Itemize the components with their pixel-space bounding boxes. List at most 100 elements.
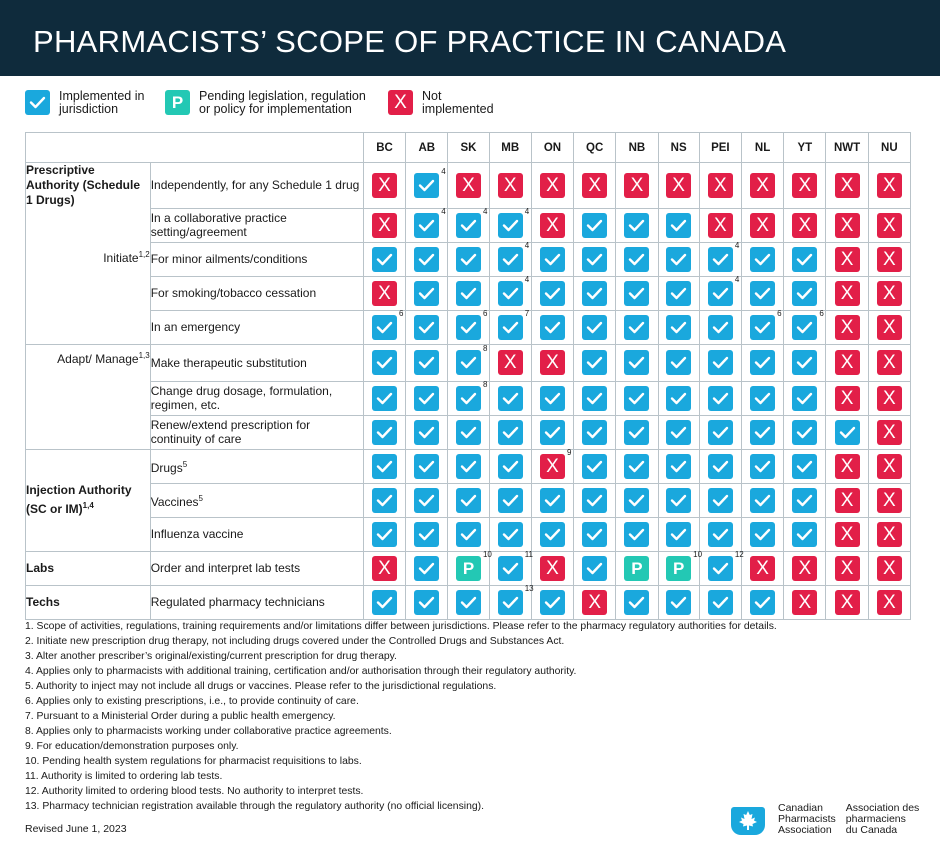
table-row: Influenza vaccine X X: [26, 516, 912, 552]
cell-sk: [447, 482, 490, 518]
status-cell: [624, 246, 650, 272]
cell-mb: [488, 516, 532, 552]
status-cell: X: [834, 555, 860, 581]
row-description-text: For minor ailments/conditions: [150, 252, 308, 266]
category-cell: Prescriptive Authority (Schedule 1 Drugs…: [25, 162, 151, 208]
status-cell: [455, 487, 481, 513]
status-cell: [582, 453, 608, 479]
check-icon: [707, 589, 733, 615]
cell-nb: [615, 207, 659, 243]
x-symbol: X: [883, 489, 896, 511]
status-cell: [582, 419, 608, 445]
cell-nwt: X: [825, 309, 869, 345]
row-description: Make therapeutic substitution: [149, 343, 364, 382]
x-icon: X: [539, 350, 565, 375]
check-icon: [539, 246, 565, 272]
jurisdiction-header-bc: BC: [362, 132, 407, 163]
check-icon: [582, 350, 608, 375]
x-symbol: X: [756, 214, 769, 236]
revised-date: Revised June 1, 2023: [25, 823, 127, 835]
check-icon: [497, 246, 523, 272]
check-icon: [834, 419, 860, 445]
check-icon: [750, 487, 776, 513]
check-icon: [455, 212, 481, 238]
cell-nb: [615, 414, 659, 450]
check-icon: [624, 521, 650, 547]
cell-nwt: X: [825, 207, 869, 243]
x-icon: X: [876, 246, 902, 272]
status-cell: X: [876, 521, 902, 547]
row-description-text: Make therapeutic substitution: [150, 355, 307, 370]
cell-bc: [362, 380, 407, 416]
status-cell: X: [834, 589, 860, 615]
cell-nb: [615, 448, 659, 484]
footnote-marker: 6: [482, 308, 488, 318]
cell-bc: X: [362, 275, 407, 311]
x-symbol: X: [883, 248, 896, 270]
cell-pei: 4: [698, 241, 742, 277]
x-symbol: X: [883, 455, 896, 477]
x-symbol: X: [630, 174, 644, 196]
cell-ns: [657, 414, 700, 450]
status-cell: [666, 487, 692, 513]
cell-mb: [488, 482, 532, 518]
check-icon: [497, 521, 523, 547]
row-description: Drugs5: [149, 448, 364, 484]
status-cell: [414, 246, 440, 272]
cell-on: [530, 482, 575, 518]
cell-nwt: X: [825, 584, 869, 620]
status-cell: 4: [497, 275, 529, 306]
cell-nb: [615, 516, 659, 552]
check-icon: [582, 521, 608, 547]
footnote-marker: 7: [524, 308, 530, 318]
x-symbol: X: [756, 174, 769, 196]
x-symbol: X: [756, 557, 769, 579]
status-cell: X: [834, 453, 860, 479]
subcategory-sup: 1,2: [138, 250, 150, 259]
status-cell: [455, 453, 481, 479]
subcategory-label: Initiate: [103, 251, 139, 265]
status-cell: X: [372, 212, 398, 238]
check-icon: [666, 589, 692, 615]
x-symbol: X: [840, 489, 854, 511]
status-cell: [497, 419, 523, 445]
cell-yt: X: [783, 207, 827, 243]
x-icon: X: [372, 212, 398, 238]
status-cell: 6: [455, 309, 487, 340]
cell-nwt: [825, 414, 869, 450]
footnote-item: 10. Pending health system regulations fo…: [25, 756, 362, 767]
cell-nl: [740, 275, 785, 311]
cell-nb: [615, 380, 659, 416]
check-icon: [414, 350, 440, 375]
status-cell: [372, 487, 398, 513]
cell-pei: X: [698, 162, 742, 209]
x-symbol: X: [714, 174, 727, 196]
cell-mb: 11: [488, 550, 533, 586]
footnote-marker: 8: [482, 344, 488, 353]
status-cell: X: [792, 172, 818, 198]
check-icon: [539, 521, 565, 547]
check-icon: [707, 487, 733, 513]
row-description-text: Influenza vaccine: [150, 527, 244, 541]
category-label: Labs: [26, 560, 55, 575]
footnote-marker: 4: [524, 206, 530, 216]
jurisdiction-header-mb: MB: [488, 132, 532, 163]
cell-qc: X: [573, 584, 617, 620]
status-cell: 6: [792, 309, 824, 340]
check-icon: [582, 385, 608, 411]
x-icon: X: [497, 350, 523, 375]
status-cell: [497, 521, 523, 547]
x-symbol: X: [883, 316, 896, 338]
cell-nl: [740, 343, 785, 382]
check-icon: [497, 487, 523, 513]
cell-nu: X: [867, 162, 912, 209]
check-icon: [666, 314, 692, 340]
status-cell: [582, 521, 608, 547]
status-cell: [372, 385, 398, 411]
check-icon: [414, 314, 440, 340]
x-symbol: X: [883, 214, 896, 236]
footnotes: 1. Scope of activities, regulations, tra…: [25, 619, 905, 814]
not-symbol: X: [394, 92, 407, 113]
footnote-marker: 6: [777, 308, 782, 318]
check-icon: [372, 246, 398, 272]
